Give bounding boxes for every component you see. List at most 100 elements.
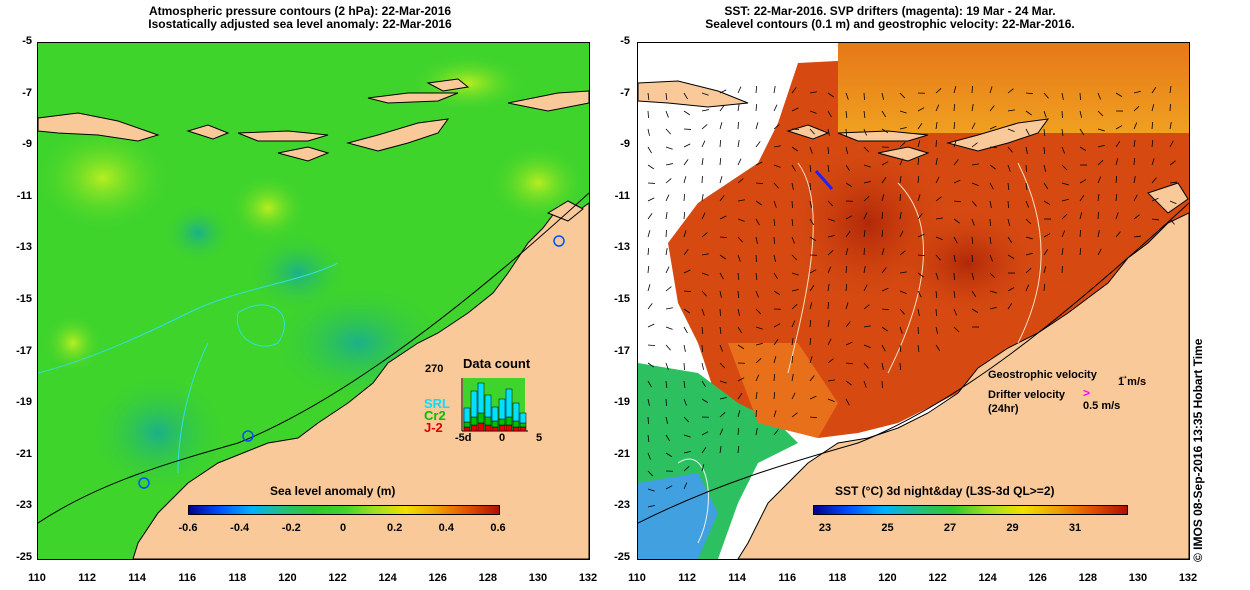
velocity-arrow [1133,90,1141,94]
right-y-axis-tick: -19 [614,396,630,409]
velocity-arrow [773,145,781,148]
velocity-arrow [1079,212,1083,220]
velocity-arrow [881,161,889,166]
velocity-arrow [863,266,866,274]
left-x-axis-tick: 120 [278,572,297,584]
data-count-bar [498,418,506,426]
velocity-arrow [791,87,797,94]
left-y-axis-tick: -23 [16,499,32,512]
velocity-arrow [1115,231,1121,238]
velocity-arrow [953,200,962,203]
velocity-arrow [791,338,794,346]
velocity-arrow [1061,248,1064,256]
left-x-axis-tick: 124 [378,572,397,584]
velocity-arrow [773,391,776,400]
velocity-arrow [791,412,798,418]
velocity-arrow [791,128,800,130]
velocity-arrow [1007,128,1015,132]
velocity-arrow [683,230,687,238]
velocity-arrow [1097,128,1105,132]
velocity-arrow [809,375,815,382]
left-colorbar-tick: -0.2 [281,522,301,534]
velocity-arrow [647,128,650,136]
velocity-arrow [809,302,813,310]
velocity-arrow [1043,110,1047,118]
left-y-axis-tick: -17 [16,344,32,357]
velocity-arrow [719,254,726,260]
velocity-arrow [971,122,976,130]
velocity-arrow [899,326,903,334]
velocity-arrow [881,362,884,370]
velocity-arrow [701,272,709,276]
velocity-arrow [917,344,920,352]
velocity-arrow [755,218,760,226]
velocity-arrow [683,434,691,438]
velocity-arrow [953,254,956,262]
right-map-panel [637,42,1190,560]
velocity-arrow [755,290,759,298]
velocity-arrow [935,254,941,261]
velocity-arrow [881,380,883,389]
velocity-arrow [755,308,762,315]
velocity-arrow [953,308,958,316]
velocity-arrow [935,217,943,220]
velocity-arrow [791,303,798,310]
velocity-arrow [647,110,649,119]
velocity-arrow [881,267,887,274]
velocity-arrow [953,179,961,184]
velocity-arrow [647,380,652,388]
velocity-arrow [1061,128,1064,136]
velocity-arrow [755,374,760,382]
right-y-axis-tick: -13 [614,241,630,254]
left-y-axis-tick: -13 [16,241,32,254]
velocity-arrow [881,308,890,311]
velocity-arrow [989,290,997,294]
velocity-arrow [773,429,779,436]
velocity-arrow [1061,230,1066,238]
velocity-arrow [647,164,655,170]
left-x-axis-tick: 126 [428,572,447,584]
velocity-arrow [989,218,991,227]
velocity-arrow [845,362,854,365]
right-colorbar [813,505,1128,515]
velocity-arrow [809,395,817,400]
velocity-arrow [647,247,650,256]
velocity-arrow [1097,194,1100,202]
velocity-arrow [1115,212,1119,220]
velocity-arrow [791,272,799,276]
velocity-arrow [863,212,868,220]
velocity-arrow [1115,92,1123,97]
left-x-axis-tick: 128 [478,572,497,584]
data-count-bar [505,424,513,432]
velocity-arrow [755,326,763,330]
velocity-arrow [737,326,743,334]
velocity-arrow [1007,164,1011,172]
velocity-arrow [1079,92,1081,101]
velocity-arrow [683,308,690,314]
velocity-arrow [701,92,709,96]
velocity-arrow [1025,284,1030,292]
velocity-arrow [791,146,798,152]
velocity-arrow [935,176,940,184]
right-y-axis-tick: -25 [614,551,630,563]
velocity-arrow [647,398,650,406]
velocity-arrow [719,428,724,436]
left-colorbar-tick: 0.6 [490,522,506,534]
velocity-arrow [665,344,671,351]
velocity-arrow [665,307,673,310]
velocity-arrow [1043,266,1047,274]
velocity-arrow [647,434,650,442]
velocity-arrow [1115,140,1121,148]
velocity-arrow [989,236,992,244]
velocity-arrow [665,362,669,370]
velocity-arrow [701,140,706,148]
data-count-x-label-mid: 0 [499,432,506,444]
velocity-arrow [989,105,995,112]
velocity-arrow [989,200,992,208]
left-x-axis-tick: 116 [178,572,197,584]
left-x-axis-tick: 112 [78,572,96,584]
left-x-axis-tick: 132 [578,572,598,584]
velocity-arrow [863,146,870,153]
velocity-arrow [1079,128,1085,136]
velocity-arrow [1007,88,1014,94]
